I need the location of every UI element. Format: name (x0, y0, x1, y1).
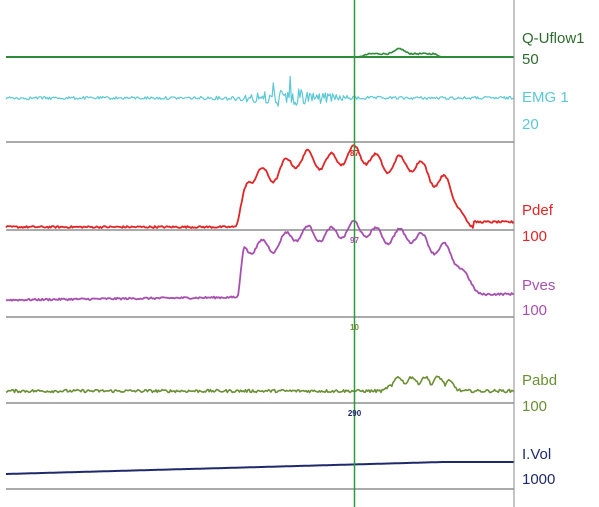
trace-pabd (5, 375, 515, 394)
trace-ivol (6, 461, 514, 475)
cursor-value-pves: 97 (350, 236, 359, 245)
channel-scale-q-uflow1: 50 (522, 51, 539, 68)
channel-label-emg1: EMG 1 (522, 89, 569, 106)
channel-scale-pves: 100 (522, 302, 548, 319)
channel-label-pabd: Pabd (522, 372, 558, 389)
channel-label-pves: Pves (522, 277, 556, 294)
cursor-values: 87 97 10 290 (348, 149, 362, 418)
trace-pves (5, 220, 515, 302)
trace-emg1 (5, 75, 515, 107)
channel-label-q-uflow1: Q-Uflow1 (522, 30, 585, 47)
trace-q-uflow1 (6, 47, 514, 58)
channel-scale-emg1: 20 (522, 116, 539, 133)
trace-pdef (5, 144, 515, 229)
channel-baselines (6, 56, 514, 490)
channel-traces (5, 47, 515, 475)
channel-scale-ivol: 1000 (522, 471, 556, 488)
channel-label-pdef: Pdef (522, 202, 553, 219)
cursor-value-ivol: 290 (348, 409, 362, 418)
cursor-value-pabd: 10 (350, 323, 359, 332)
channel-scale-pabd: 100 (522, 398, 548, 415)
channel-label-ivol: I.Vol (522, 446, 552, 463)
cursor-value-pdef: 87 (350, 149, 359, 158)
channel-scale-pdef: 100 (522, 228, 548, 245)
